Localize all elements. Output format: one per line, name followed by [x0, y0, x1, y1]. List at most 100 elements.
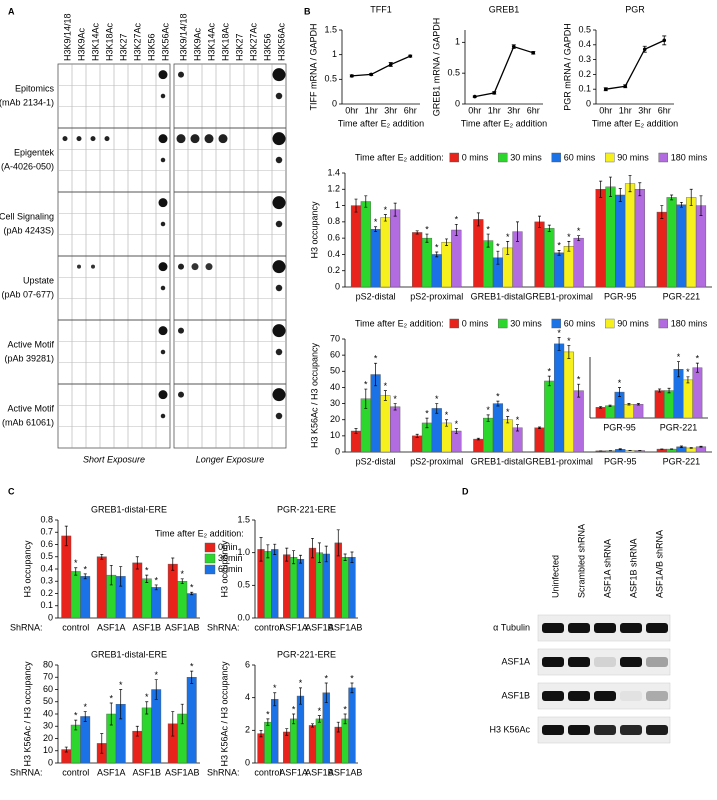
legend-swatch [551, 152, 561, 163]
error-bar [369, 73, 374, 76]
column-header: H3K14Ac [206, 22, 216, 61]
bar [483, 240, 494, 288]
significance-mark: * [384, 381, 388, 391]
x-tick-label: pS2-proximal [410, 456, 463, 466]
significance-mark: * [577, 226, 581, 236]
error-bar [618, 448, 622, 451]
error-bar [658, 388, 662, 393]
band [646, 657, 668, 667]
x-tick-label: PGR-221 [660, 422, 698, 432]
dot [275, 220, 283, 228]
bar [271, 549, 279, 619]
legend-swatch [658, 318, 668, 329]
dot [160, 413, 166, 419]
y-tick-label: 1.5 [324, 24, 337, 34]
x-tick-label: 3hr [507, 105, 520, 115]
column-header: H3K9Ac [192, 27, 202, 61]
legend-label: 30 mins [510, 152, 542, 162]
legend-swatch [551, 318, 561, 329]
x-axis-label: ShRNA: [207, 622, 240, 632]
dot [158, 390, 168, 400]
error-bar [119, 566, 123, 587]
bar [483, 417, 494, 453]
significance-mark: * [154, 670, 158, 680]
error-bar [364, 195, 368, 208]
error-bar [445, 238, 449, 246]
y-tick-label: 1 [335, 200, 340, 210]
x-tick-label: ASF1AB [328, 622, 363, 632]
column-header: H3K9/14/18 [178, 13, 188, 61]
legend-label: 0 mins [462, 318, 489, 328]
error-bar [506, 416, 510, 424]
chart-title: TFF1 [370, 4, 392, 14]
bar [563, 351, 574, 453]
antibody-vendor: Upstate [23, 275, 54, 285]
y-tick-label: 0.3 [40, 576, 53, 586]
x-tick-label: 1hr [365, 105, 378, 115]
error-bar [699, 445, 703, 448]
x-axis-label: ShRNA: [207, 767, 240, 777]
legend-swatch [204, 564, 216, 575]
error-bar [311, 537, 315, 559]
y-axis-label: PGR mRNA / GAPDH [562, 23, 572, 111]
error-bar [496, 250, 500, 265]
legend-title: Time after E₂ addition: [155, 528, 244, 538]
error-bar [608, 404, 612, 407]
error-bar [64, 525, 68, 547]
bar [512, 427, 523, 453]
error-bar [119, 689, 123, 720]
y-tick-label: 0.8 [40, 514, 53, 524]
x-tick-label: PGR-95 [604, 456, 637, 466]
band [620, 725, 642, 735]
y-tick-label: 1.5 [237, 514, 250, 524]
y-tick-label: 20 [330, 414, 340, 424]
error-bar [393, 202, 397, 217]
row-label: ASF1B [501, 690, 530, 700]
x-tick-label: ASF1A [279, 622, 308, 632]
bar [451, 229, 462, 288]
bar [553, 252, 565, 288]
bar [441, 242, 452, 288]
error-bar [336, 721, 340, 733]
column-header: H3K14Ac [90, 22, 100, 61]
dot [275, 156, 283, 164]
significance-mark: * [299, 678, 303, 688]
significance-mark: * [273, 683, 277, 693]
error-bar [273, 543, 277, 555]
bar [473, 219, 484, 288]
bar [441, 422, 452, 453]
error-bar [171, 711, 175, 737]
x-tick-label: ASF1A [97, 622, 126, 632]
y-tick-label: 0.5 [40, 551, 53, 561]
y-tick-label: 30 [43, 721, 53, 731]
error-bar [486, 414, 490, 422]
band [542, 725, 564, 735]
y-tick-label: 1 [455, 37, 460, 47]
x-tick-label: control [254, 622, 281, 632]
bar [296, 695, 305, 764]
bar [380, 217, 391, 288]
x-tick-label: 6hr [658, 105, 671, 115]
x-tick-label: 0hr [468, 105, 481, 115]
y-tick-label: 40 [43, 708, 53, 718]
bar [534, 427, 545, 453]
x-tick-label: 1hr [619, 105, 632, 115]
bar [177, 581, 188, 619]
legend-swatch [204, 553, 216, 564]
y-tick-label: 0 [245, 757, 250, 767]
band [568, 623, 590, 633]
band [646, 691, 668, 701]
legend-swatch [498, 152, 508, 163]
significance-mark: * [567, 232, 571, 242]
error-bar [145, 701, 149, 715]
dot [178, 263, 184, 270]
legend-label: 0 mins [462, 152, 489, 162]
dot [272, 260, 286, 274]
bar [341, 718, 349, 764]
lane-label: Scrambled shRNA [576, 524, 586, 598]
legend-label: 90 mins [617, 318, 649, 328]
bar [431, 254, 442, 288]
y-tick-label: 0.5 [237, 580, 250, 590]
bar [289, 557, 298, 619]
y-tick-label: 0.4 [327, 249, 340, 259]
